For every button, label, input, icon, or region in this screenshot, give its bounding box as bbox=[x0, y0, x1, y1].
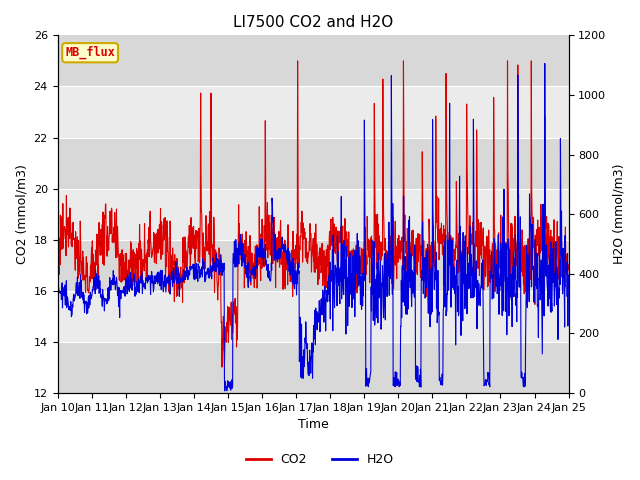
Y-axis label: CO2 (mmol/m3): CO2 (mmol/m3) bbox=[15, 164, 28, 264]
Bar bbox=[58, 138, 568, 189]
Bar bbox=[58, 36, 568, 86]
Bar bbox=[58, 86, 568, 138]
Bar bbox=[58, 189, 568, 240]
X-axis label: Time: Time bbox=[298, 419, 328, 432]
Bar bbox=[58, 342, 568, 393]
Y-axis label: H2O (mmol/m3): H2O (mmol/m3) bbox=[612, 164, 625, 264]
Bar bbox=[58, 240, 568, 291]
Text: MB_flux: MB_flux bbox=[65, 46, 115, 60]
Title: LI7500 CO2 and H2O: LI7500 CO2 and H2O bbox=[233, 15, 393, 30]
Legend: CO2, H2O: CO2, H2O bbox=[241, 448, 399, 471]
Bar bbox=[58, 291, 568, 342]
